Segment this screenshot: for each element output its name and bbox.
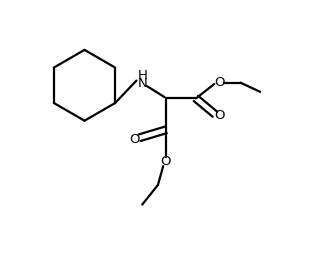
Text: O: O	[161, 155, 171, 168]
Text: O: O	[129, 132, 139, 145]
Text: N: N	[137, 77, 147, 90]
Text: O: O	[214, 76, 225, 89]
Text: H: H	[137, 69, 147, 82]
Text: O: O	[214, 109, 225, 122]
